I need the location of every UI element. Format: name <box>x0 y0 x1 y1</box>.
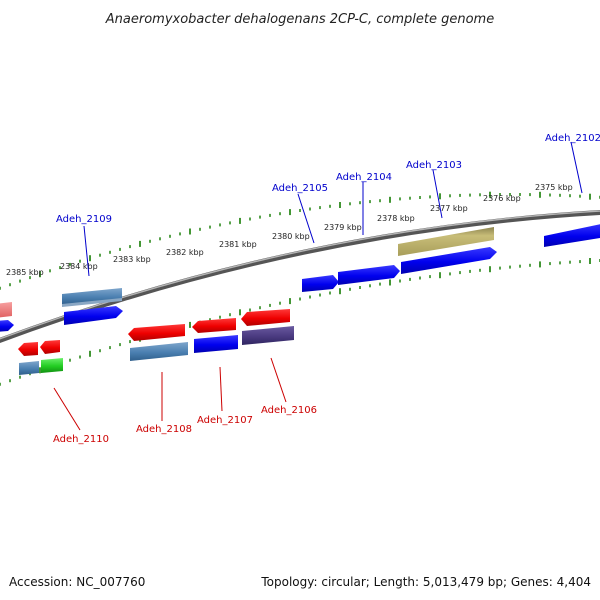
gene-feature[interactable] <box>128 324 185 341</box>
gene-label-adeh-2108[interactable]: Adeh_2108 <box>136 424 192 435</box>
reverse-features <box>18 309 294 375</box>
gene-label-adeh-2107[interactable]: Adeh_2107 <box>197 415 253 426</box>
tick-label-2385: 2385 kbp <box>6 268 44 277</box>
tick-label-2375: 2375 kbp <box>535 183 573 192</box>
gene-feature[interactable] <box>241 309 290 326</box>
gene-feature-adeh-2106[interactable] <box>242 326 294 345</box>
gene-feature-adeh-2104[interactable] <box>338 265 400 285</box>
gene-label-adeh-2103[interactable]: Adeh_2103 <box>406 160 462 171</box>
gene-feature[interactable] <box>40 340 60 354</box>
tick-label-2379: 2379 kbp <box>324 223 362 232</box>
gene-feature[interactable] <box>18 342 38 356</box>
gene-feature[interactable] <box>192 318 236 333</box>
gene-label-adeh-2110[interactable]: Adeh_2110 <box>53 434 109 445</box>
gene-feature-adeh-2107[interactable] <box>194 335 238 353</box>
gene-label-adeh-2102[interactable]: Adeh_2102 <box>545 133 600 144</box>
genome-backbone <box>0 210 600 343</box>
gene-feature-adeh-2103[interactable] <box>401 247 497 274</box>
tick-label-2383: 2383 kbp <box>113 255 151 264</box>
tick-label-2381: 2381 kbp <box>219 240 257 249</box>
gene-feature-adeh-2108[interactable] <box>130 342 188 361</box>
gene-feature-adeh-2110[interactable] <box>19 361 39 375</box>
gene-label-adeh-2105[interactable]: Adeh_2105 <box>272 183 328 194</box>
gene-feature-adeh-2105[interactable] <box>302 275 339 292</box>
tick-label-2376: 2376 kbp <box>483 194 521 203</box>
tick-label-2380: 2380 kbp <box>272 232 310 241</box>
tick-label-2382: 2382 kbp <box>166 248 204 257</box>
gene-feature[interactable] <box>398 227 494 256</box>
tick-label-2377: 2377 kbp <box>430 204 468 213</box>
gene-feature-adeh-2102[interactable] <box>544 223 600 247</box>
forward-features <box>0 223 600 332</box>
outer-tick-track <box>0 191 600 290</box>
map-title: Anaeromyxobacter dehalogenans 2CP-C, com… <box>105 12 494 27</box>
gene-label-adeh-2109[interactable]: Adeh_2109 <box>56 214 112 225</box>
gene-feature[interactable] <box>64 306 123 325</box>
accession-text: Accession: NC_007760 <box>9 575 145 589</box>
tick-label-2378: 2378 kbp <box>377 214 415 223</box>
gene-feature[interactable] <box>0 320 14 332</box>
reverse-labels: Adeh_2110 Adeh_2108 Adeh_2107 Adeh_2106 <box>53 357 317 445</box>
genome-summary-text: Topology: circular; Length: 5,013,479 bp… <box>260 575 591 589</box>
gene-feature[interactable] <box>0 302 12 318</box>
gene-feature-adeh-2109[interactable] <box>62 288 122 307</box>
tick-labels: 2385 kbp 2384 kbp 2383 kbp 2382 kbp 2381… <box>6 183 573 277</box>
gene-label-adeh-2104[interactable]: Adeh_2104 <box>336 172 392 183</box>
gene-label-adeh-2106[interactable]: Adeh_2106 <box>261 405 317 416</box>
forward-labels: Adeh_2109 Adeh_2105 Adeh_2104 Adeh_2103 … <box>56 133 600 277</box>
tick-label-2384: 2384 kbp <box>60 262 98 271</box>
inner-tick-track <box>0 258 600 386</box>
gene-feature[interactable] <box>41 358 63 373</box>
